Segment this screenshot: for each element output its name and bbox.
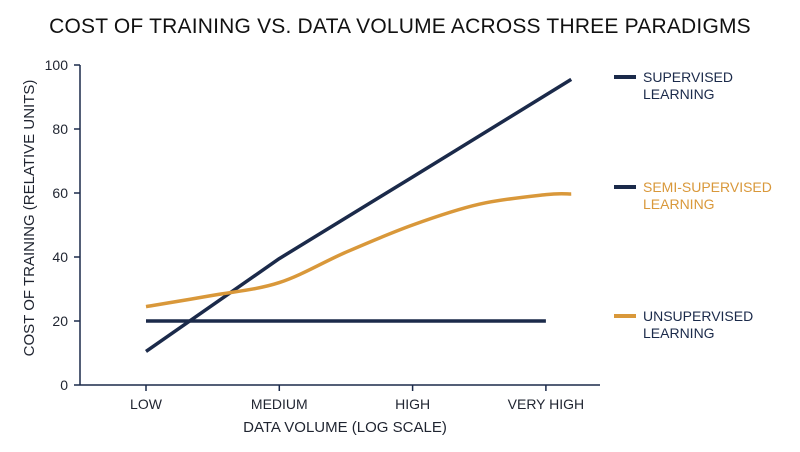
chart-title: COST OF TRAINING VS. DATA VOLUME ACROSS … [49,15,751,38]
series-line-semi-supervised-learning [145,191,572,309]
y-tick-label: 0 [60,377,68,393]
y-tick-label: 100 [45,57,69,73]
legend-label-supervised-learning: SUPERVISED LEARNING [643,69,733,102]
x-tick-label: VERY HIGH [508,396,585,412]
x-tick-label: MEDIUM [251,396,308,412]
y-tick-label: 80 [52,121,68,137]
series-line-supervised-learning [145,77,573,353]
x-tick-label: HIGH [395,396,430,412]
x-tick-label: LOW [130,396,163,412]
x-axis-label: DATA VOLUME (LOG SCALE) [243,419,447,436]
y-tick-label: 60 [52,185,68,201]
axes-group: 0 20 40 60 80 100 LOW MEDIUM HIGH VERY HIGH [45,57,600,412]
legend-label-unsupervised-learning: UNSUPERVISED LEARNING [643,308,753,341]
legend-label-semi-supervised-learning: SEMI-SUPERVISED LEARNING [643,179,772,212]
y-tick-label: 40 [52,249,68,265]
series-group [145,77,573,353]
y-axis-label: COST OF TRAINING (RELATIVE UNITS) [21,80,38,357]
y-tick-label: 20 [52,313,68,329]
legend: SUPERVISED LEARNING SEMI-SUPERVISED LEARNIN… [614,69,772,341]
